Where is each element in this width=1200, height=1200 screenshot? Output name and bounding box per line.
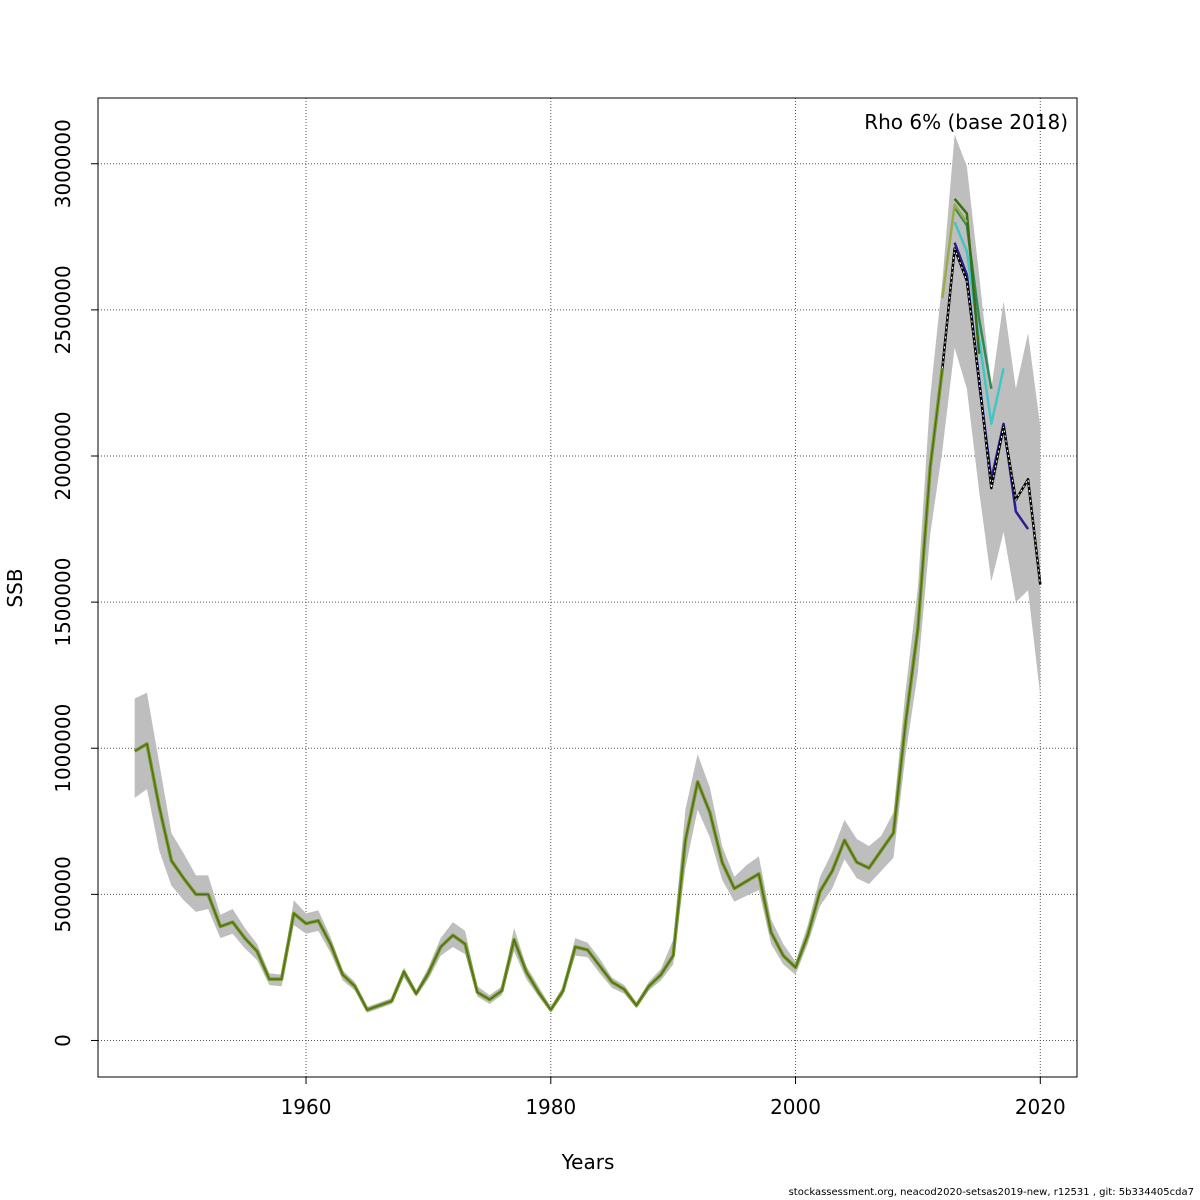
y-tick-label: 2000000 [51, 411, 75, 500]
series-line-2016 [953, 221, 1005, 426]
base-line-core [134, 368, 943, 1011]
y-tick-label: 0 [51, 1034, 75, 1047]
y-tick-label: 500000 [51, 856, 75, 932]
x-axis: 1960 1980 2000 2020 [281, 1077, 1066, 1119]
y-axis: 0 500000 1000000 1500000 2000000 2500000 30000… [51, 119, 98, 1047]
series-line-history [133, 368, 945, 1012]
y-tick-label: 1000000 [51, 704, 75, 793]
y-axis-title: SSB [3, 568, 27, 607]
ci-band [134, 134, 1041, 1013]
x-tick-label: 2000 [770, 1095, 821, 1119]
series-lines [133, 198, 1042, 1012]
confidence-band [134, 134, 1041, 1013]
x-tick-label: 2020 [1015, 1095, 1066, 1119]
x-tick-label: 1980 [525, 1095, 576, 1119]
rho-annotation: Rho 6% (base 2018) [864, 110, 1068, 134]
y-tick-label: 1500000 [51, 558, 75, 647]
footer-note: stockassessment.org, neacod2020-setsas20… [788, 1187, 1194, 1198]
x-axis-title: Years [561, 1150, 615, 1174]
series-line-2014 [953, 198, 981, 354]
base-line-dash [941, 248, 1041, 585]
x-tick-label: 1960 [281, 1095, 332, 1119]
series-line-2013 [941, 203, 968, 299]
y-tick-label: 2500000 [51, 265, 75, 354]
plot-frame [97, 97, 1078, 1078]
y-tick-label: 3000000 [51, 119, 75, 208]
